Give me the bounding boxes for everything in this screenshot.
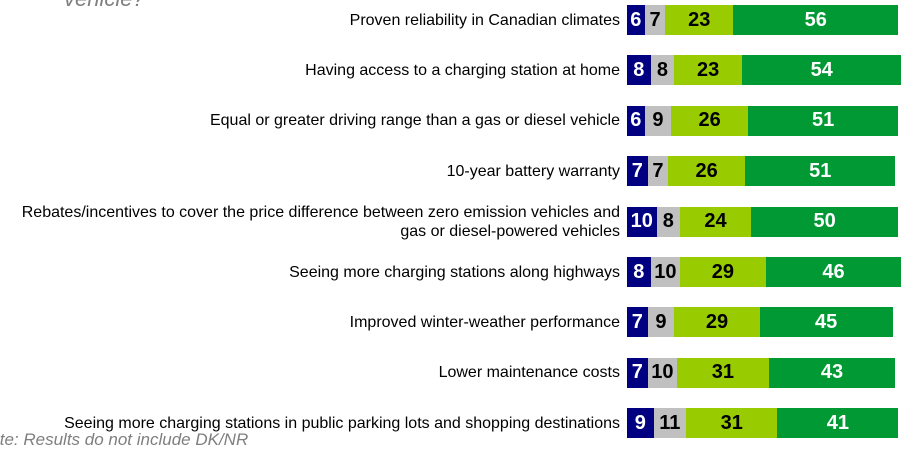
value-label: 26 — [698, 109, 721, 132]
value-label: 9 — [655, 310, 667, 333]
bar-segment: 54 — [742, 55, 901, 86]
value-label: 7 — [631, 310, 643, 333]
value-label: 10 — [654, 260, 677, 283]
bar-segment: 11 — [653, 408, 686, 439]
value-label: 11 — [659, 411, 681, 434]
value-label: 50 — [813, 210, 836, 233]
category-label: Improved winter-weather performance — [349, 313, 620, 331]
category-label: Equal or greater driving range than a ga… — [209, 112, 620, 130]
bar-segment: 26 — [671, 105, 748, 136]
bar-segment: 7 — [647, 156, 669, 187]
bar-segment: 45 — [759, 307, 893, 338]
category-label: Rebates/incentives to cover the price di… — [21, 203, 620, 240]
bar-segment: 8 — [650, 55, 675, 86]
value-label: 10 — [630, 210, 653, 233]
value-label: 10 — [651, 361, 674, 384]
bar-segment: 7 — [627, 357, 648, 388]
value-label: 8 — [633, 260, 645, 283]
value-label: 9 — [652, 109, 664, 132]
value-label: 8 — [656, 58, 668, 81]
bar-segment: 9 — [644, 105, 672, 136]
value-label: 31 — [720, 411, 743, 434]
bar-segment: 6 — [627, 5, 645, 35]
value-label: 7 — [631, 361, 643, 384]
bar-segment: 10 — [650, 257, 681, 287]
value-label: 54 — [810, 58, 833, 81]
bar-segment: 9 — [647, 307, 675, 338]
bar-segment: 23 — [674, 55, 743, 86]
value-label: 41 — [826, 411, 850, 434]
category-label: Seeing more charging stations along high… — [289, 263, 620, 281]
bar-segment: 7 — [627, 156, 648, 187]
value-label: 7 — [652, 159, 664, 182]
bar-segment: 29 — [674, 307, 760, 338]
bar-segment: 51 — [745, 156, 896, 187]
value-label: 45 — [815, 310, 838, 333]
value-label: 31 — [711, 361, 734, 384]
value-label: 43 — [820, 361, 844, 384]
chart-title: vehicle? — [64, 0, 145, 12]
bar-segment: 26 — [668, 156, 745, 187]
value-label: 51 — [809, 159, 832, 182]
value-label: 56 — [804, 8, 827, 31]
bar-segment: 7 — [627, 307, 648, 338]
value-label: 29 — [705, 310, 729, 333]
bar-segment: 10 — [627, 206, 657, 237]
bar-segment: 6 — [627, 105, 645, 136]
bar-segment: 51 — [747, 105, 899, 136]
bar-segment: 9 — [627, 408, 654, 439]
category-label: Having access to a charging station at h… — [305, 61, 620, 79]
bar-segment: 41 — [777, 408, 899, 439]
category-label: Proven reliability in Canadian climates — [349, 11, 620, 29]
category-label: Seeing more charging stations in public … — [64, 414, 620, 432]
bar-segment: 43 — [768, 357, 896, 388]
bar-segment: 8 — [627, 257, 651, 287]
bar-segment: 56 — [733, 5, 899, 35]
category-label: 10-year battery warranty — [446, 162, 620, 180]
value-label: 8 — [633, 58, 645, 81]
bar-segment: 24 — [680, 206, 751, 237]
value-label: 46 — [822, 260, 845, 283]
value-label: 24 — [704, 210, 727, 233]
bar-segment: 8 — [627, 55, 651, 86]
bar-segment: 31 — [686, 408, 778, 439]
value-label: 23 — [696, 58, 720, 81]
value-label: 6 — [630, 8, 642, 31]
value-label: 7 — [649, 8, 661, 31]
value-label: 26 — [695, 159, 718, 182]
value-label: 23 — [688, 8, 711, 31]
value-label: 6 — [630, 109, 642, 132]
bar-segment: 23 — [665, 5, 734, 35]
value-label: 7 — [631, 159, 643, 182]
bar-segment: 8 — [656, 206, 681, 237]
category-label: Lower maintenance costs — [438, 364, 620, 382]
value-label: 29 — [711, 260, 734, 283]
bar-segment: 29 — [680, 257, 766, 287]
value-label: 51 — [812, 109, 835, 132]
value-label: 8 — [662, 210, 674, 233]
bar-segment: 46 — [765, 257, 901, 287]
bar-segment: 31 — [677, 357, 769, 388]
bar-segment: 10 — [647, 357, 678, 388]
value-label: 9 — [634, 411, 646, 434]
bar-segment: 7 — [644, 5, 666, 35]
bar-segment: 50 — [750, 206, 899, 237]
